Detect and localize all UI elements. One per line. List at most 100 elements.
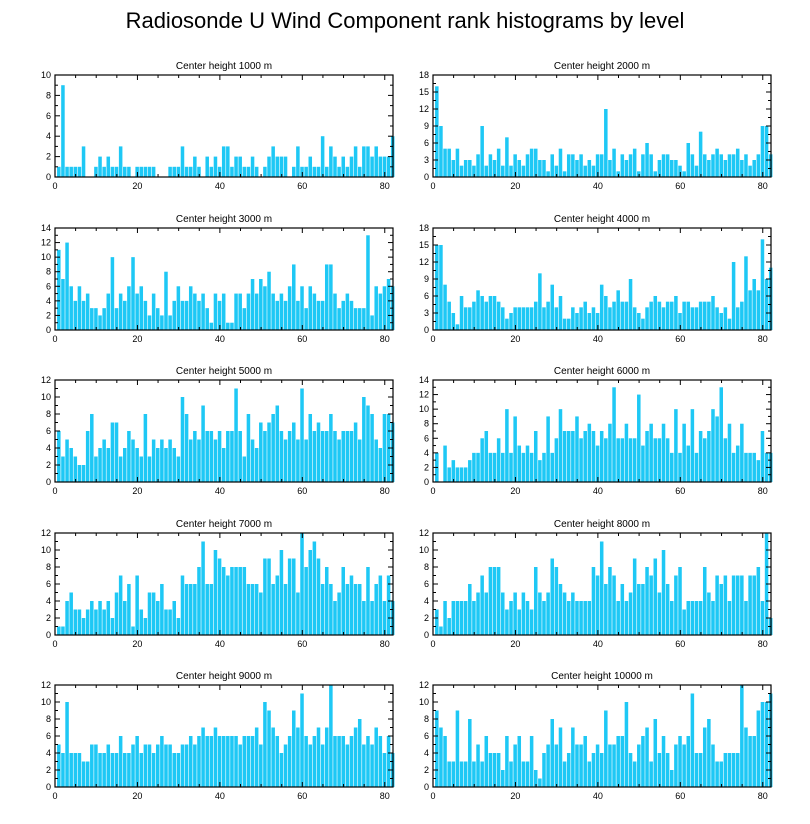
bar xyxy=(180,397,185,482)
bar xyxy=(127,166,131,177)
bar xyxy=(587,423,592,482)
bar xyxy=(591,753,596,787)
bar xyxy=(608,567,612,635)
bar xyxy=(296,146,300,177)
bar xyxy=(320,136,325,177)
bar xyxy=(484,431,489,482)
bar xyxy=(612,301,616,330)
y-tick-label: 8 xyxy=(46,409,51,419)
bar xyxy=(378,736,383,787)
bar xyxy=(468,160,472,177)
bar xyxy=(641,445,645,482)
bar xyxy=(443,601,447,635)
bar xyxy=(217,431,222,482)
bar xyxy=(106,293,111,330)
panel-5: Center height 5000 m 0 2 4 6 8 10 12 0 20 40 60 80 xyxy=(41,366,395,496)
x-tick-label: 0 xyxy=(52,639,57,649)
bar xyxy=(608,423,612,482)
bar xyxy=(731,753,736,787)
bar xyxy=(624,160,629,177)
bar xyxy=(155,744,160,787)
bar xyxy=(188,584,193,635)
bar xyxy=(641,154,645,177)
bar xyxy=(488,296,493,330)
bar xyxy=(271,584,275,635)
bar xyxy=(65,702,69,787)
bar xyxy=(370,601,374,635)
bar xyxy=(521,592,526,635)
bar xyxy=(85,431,90,482)
bar xyxy=(341,300,345,330)
y-tick-label: 10 xyxy=(41,252,51,262)
bar xyxy=(77,465,82,482)
bar xyxy=(628,438,633,482)
bar xyxy=(374,584,378,635)
bar xyxy=(443,284,447,330)
bar xyxy=(209,322,214,330)
x-tick-label: 80 xyxy=(758,639,768,649)
bar xyxy=(114,166,119,177)
bar xyxy=(715,416,719,482)
bar xyxy=(98,448,102,482)
bar xyxy=(324,727,329,787)
bar xyxy=(599,753,604,787)
bar xyxy=(349,156,354,177)
bar xyxy=(645,567,649,635)
bar xyxy=(90,414,94,482)
bar xyxy=(463,307,468,330)
bar xyxy=(230,567,234,635)
bar xyxy=(542,452,546,482)
bar xyxy=(496,148,501,177)
bar xyxy=(65,439,69,482)
bar xyxy=(382,286,387,330)
bar xyxy=(65,242,69,330)
bar xyxy=(341,431,345,482)
bar xyxy=(678,165,682,177)
bar xyxy=(583,431,587,482)
bar xyxy=(374,727,378,787)
bar xyxy=(558,148,563,177)
bar xyxy=(682,171,686,177)
y-tick-label: 8 xyxy=(424,419,429,429)
bar xyxy=(517,609,522,635)
bar xyxy=(279,753,284,787)
bar xyxy=(320,744,325,787)
bar xyxy=(632,438,637,482)
y-tick-label: 6 xyxy=(424,731,429,741)
bar xyxy=(329,584,333,635)
bar xyxy=(694,452,699,482)
bar xyxy=(740,575,744,635)
bar xyxy=(451,601,456,635)
bar xyxy=(102,609,106,635)
bar xyxy=(480,126,484,177)
bar xyxy=(628,592,633,635)
bar xyxy=(287,286,292,330)
bar xyxy=(304,166,308,177)
bar xyxy=(472,601,476,635)
y-tick-label: 3 xyxy=(424,308,429,318)
bar xyxy=(81,465,86,482)
bar xyxy=(624,301,629,330)
bar xyxy=(529,148,534,177)
bar xyxy=(337,736,341,787)
bar xyxy=(496,438,501,482)
bar xyxy=(217,300,222,330)
bar xyxy=(649,301,653,330)
bar xyxy=(459,601,464,635)
bar xyxy=(608,744,612,787)
bar xyxy=(118,293,123,330)
bar xyxy=(587,601,592,635)
bar xyxy=(719,761,723,787)
bar xyxy=(665,584,670,635)
bar xyxy=(719,387,723,482)
x-tick-label: 60 xyxy=(297,639,307,649)
bar xyxy=(197,567,201,635)
bar xyxy=(184,414,189,482)
bar xyxy=(686,601,691,635)
bar xyxy=(447,618,451,635)
bar xyxy=(571,727,575,787)
bar xyxy=(748,452,752,482)
bar xyxy=(521,165,526,177)
bar xyxy=(382,753,387,787)
bar xyxy=(711,601,715,635)
